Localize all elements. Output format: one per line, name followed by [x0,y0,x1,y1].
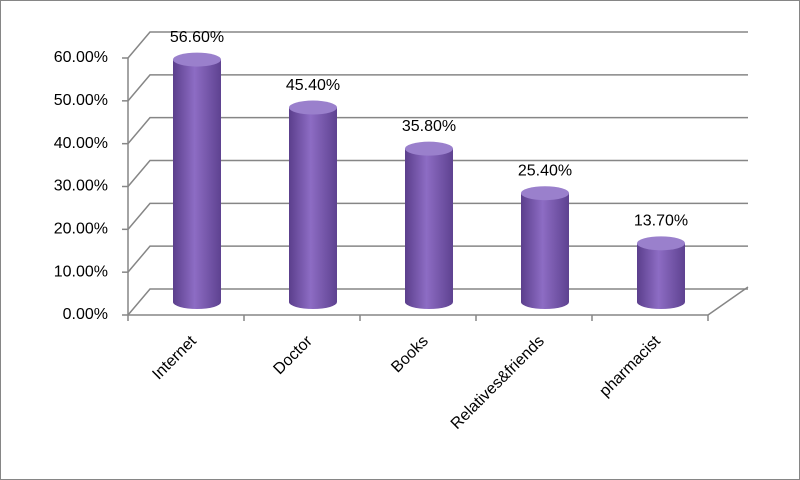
y-tick-label: 60.00% [54,49,108,66]
cylinder-top [289,100,337,115]
grid-line [127,31,748,59]
grid-line [127,159,748,187]
cylinder [637,243,685,309]
value-label: 25.40% [518,162,572,179]
y-tick-label: 50.00% [54,92,108,109]
cylinder [173,59,221,310]
grid-line [127,74,748,102]
cylinder [289,107,337,309]
y-tick-label: 0.00% [63,306,108,323]
grid-line [127,116,748,145]
y-tick-label: 40.00% [54,135,108,152]
cylinder-top [637,236,685,251]
y-tick-label: 20.00% [54,221,108,238]
cylinder [405,148,453,309]
cylinder-top [521,186,569,201]
y-tick-label: 30.00% [54,178,108,195]
value-label: 13.70% [634,213,688,230]
value-label: 45.40% [286,77,340,94]
value-label: 56.60% [170,29,224,46]
cylinder [521,193,569,309]
value-label: 35.80% [402,118,456,135]
cylinder-top [405,141,453,156]
y-tick-label: 10.00% [54,263,108,280]
cylinder-top [173,52,221,67]
